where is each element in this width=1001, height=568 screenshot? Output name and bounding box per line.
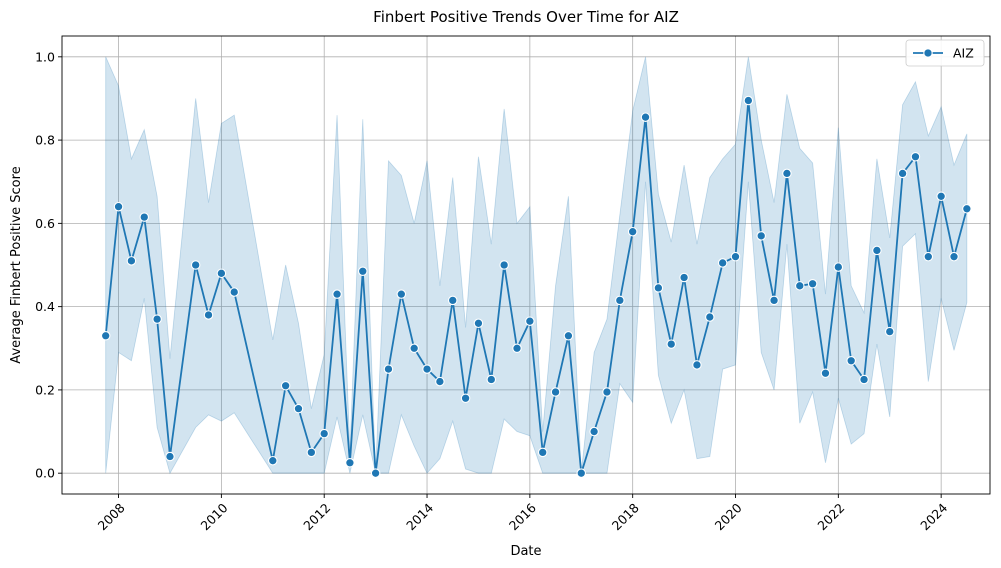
data-point (846, 356, 856, 366)
chart-title: Finbert Positive Trends Over Time for AI… (373, 8, 679, 26)
data-point (923, 251, 934, 262)
data-point (370, 468, 381, 478)
data-point (833, 262, 844, 272)
data-point (280, 380, 291, 391)
data-point (884, 326, 895, 337)
data-point (872, 245, 882, 256)
x-tick-label: 2018 (609, 500, 642, 533)
data-point (589, 426, 599, 437)
data-point (139, 212, 150, 222)
data-point (897, 168, 908, 179)
data-point (345, 458, 355, 468)
data-point (782, 168, 792, 179)
data-point (769, 295, 779, 306)
confidence-band (105, 56, 968, 475)
data-point (962, 204, 972, 214)
data-point (473, 318, 484, 329)
x-axis-label: Date (510, 544, 541, 559)
data-point (615, 295, 625, 306)
data-point (525, 316, 535, 326)
data-point (486, 374, 497, 385)
data-point (717, 258, 728, 268)
x-tick-label: 2016 (506, 500, 539, 533)
x-tick-label: 2014 (403, 500, 436, 533)
data-point (306, 447, 317, 458)
legend-entry-aiz: AIZ (953, 46, 974, 61)
data-point (100, 331, 111, 341)
data-point (730, 251, 741, 262)
y-axis-ticks: 0.0 0.2 0.4 0.6 0.8 1.0 (35, 49, 62, 481)
x-tick-label: 2012 (300, 500, 333, 533)
data-point (820, 368, 831, 379)
x-tick-label: 2008 (95, 500, 128, 533)
legend-marker-swatch (923, 48, 933, 58)
y-tick-label: 0.6 (35, 216, 55, 231)
confidence-band-layer (105, 56, 968, 475)
data-point (319, 428, 329, 439)
data-point (460, 393, 471, 403)
legend: AIZ (905, 39, 985, 67)
data-point (910, 151, 921, 162)
x-axis-ticks: 2008 2010 2012 2014 2016 2018 2020 2022 2024 (95, 494, 950, 533)
data-point (550, 387, 561, 397)
data-point (435, 376, 445, 387)
data-point (653, 283, 664, 293)
y-axis-label: Average Finbert Positive Score (9, 166, 24, 363)
data-point (396, 289, 407, 299)
data-point (358, 266, 368, 276)
data-point (499, 260, 509, 270)
x-tick-label: 2022 (814, 500, 847, 533)
data-point (165, 451, 175, 462)
data-point (743, 95, 754, 106)
grid-lines (62, 36, 990, 494)
data-point (293, 403, 304, 414)
data-point (705, 312, 715, 322)
data-point (203, 310, 214, 320)
y-tick-label: 0.4 (35, 299, 55, 314)
x-tick-label: 2010 (197, 500, 230, 533)
legend-box (905, 39, 985, 67)
data-point (949, 251, 959, 262)
series-markers (100, 95, 972, 478)
y-tick-label: 0.0 (35, 466, 55, 481)
x-tick-label: 2020 (712, 500, 745, 533)
y-tick-label: 0.2 (35, 382, 55, 397)
y-tick-label: 1.0 (35, 49, 55, 64)
plot-frame (61, 35, 991, 495)
data-point (756, 231, 766, 241)
data-point (640, 112, 651, 122)
data-point (679, 272, 689, 283)
data-point (216, 268, 227, 279)
data-point (936, 191, 946, 202)
data-point (190, 260, 201, 270)
data-point (447, 295, 458, 306)
y-tick-label: 0.8 (35, 133, 55, 148)
data-point (795, 281, 805, 291)
data-point (229, 287, 239, 297)
data-point (422, 364, 432, 374)
data-point (332, 289, 342, 299)
data-point (409, 343, 419, 354)
data-point (807, 278, 818, 289)
data-point (383, 364, 394, 374)
data-point (268, 455, 278, 466)
data-point (692, 360, 702, 370)
data-point (627, 226, 638, 237)
data-point (113, 201, 124, 212)
data-point (576, 468, 587, 478)
data-point (152, 314, 162, 324)
data-point (666, 339, 676, 349)
data-point (859, 374, 869, 385)
data-point (512, 343, 522, 354)
data-point (563, 331, 574, 341)
data-point (537, 447, 548, 458)
x-tick-label: 2024 (917, 500, 950, 533)
data-point (126, 256, 137, 266)
data-point (602, 387, 612, 397)
